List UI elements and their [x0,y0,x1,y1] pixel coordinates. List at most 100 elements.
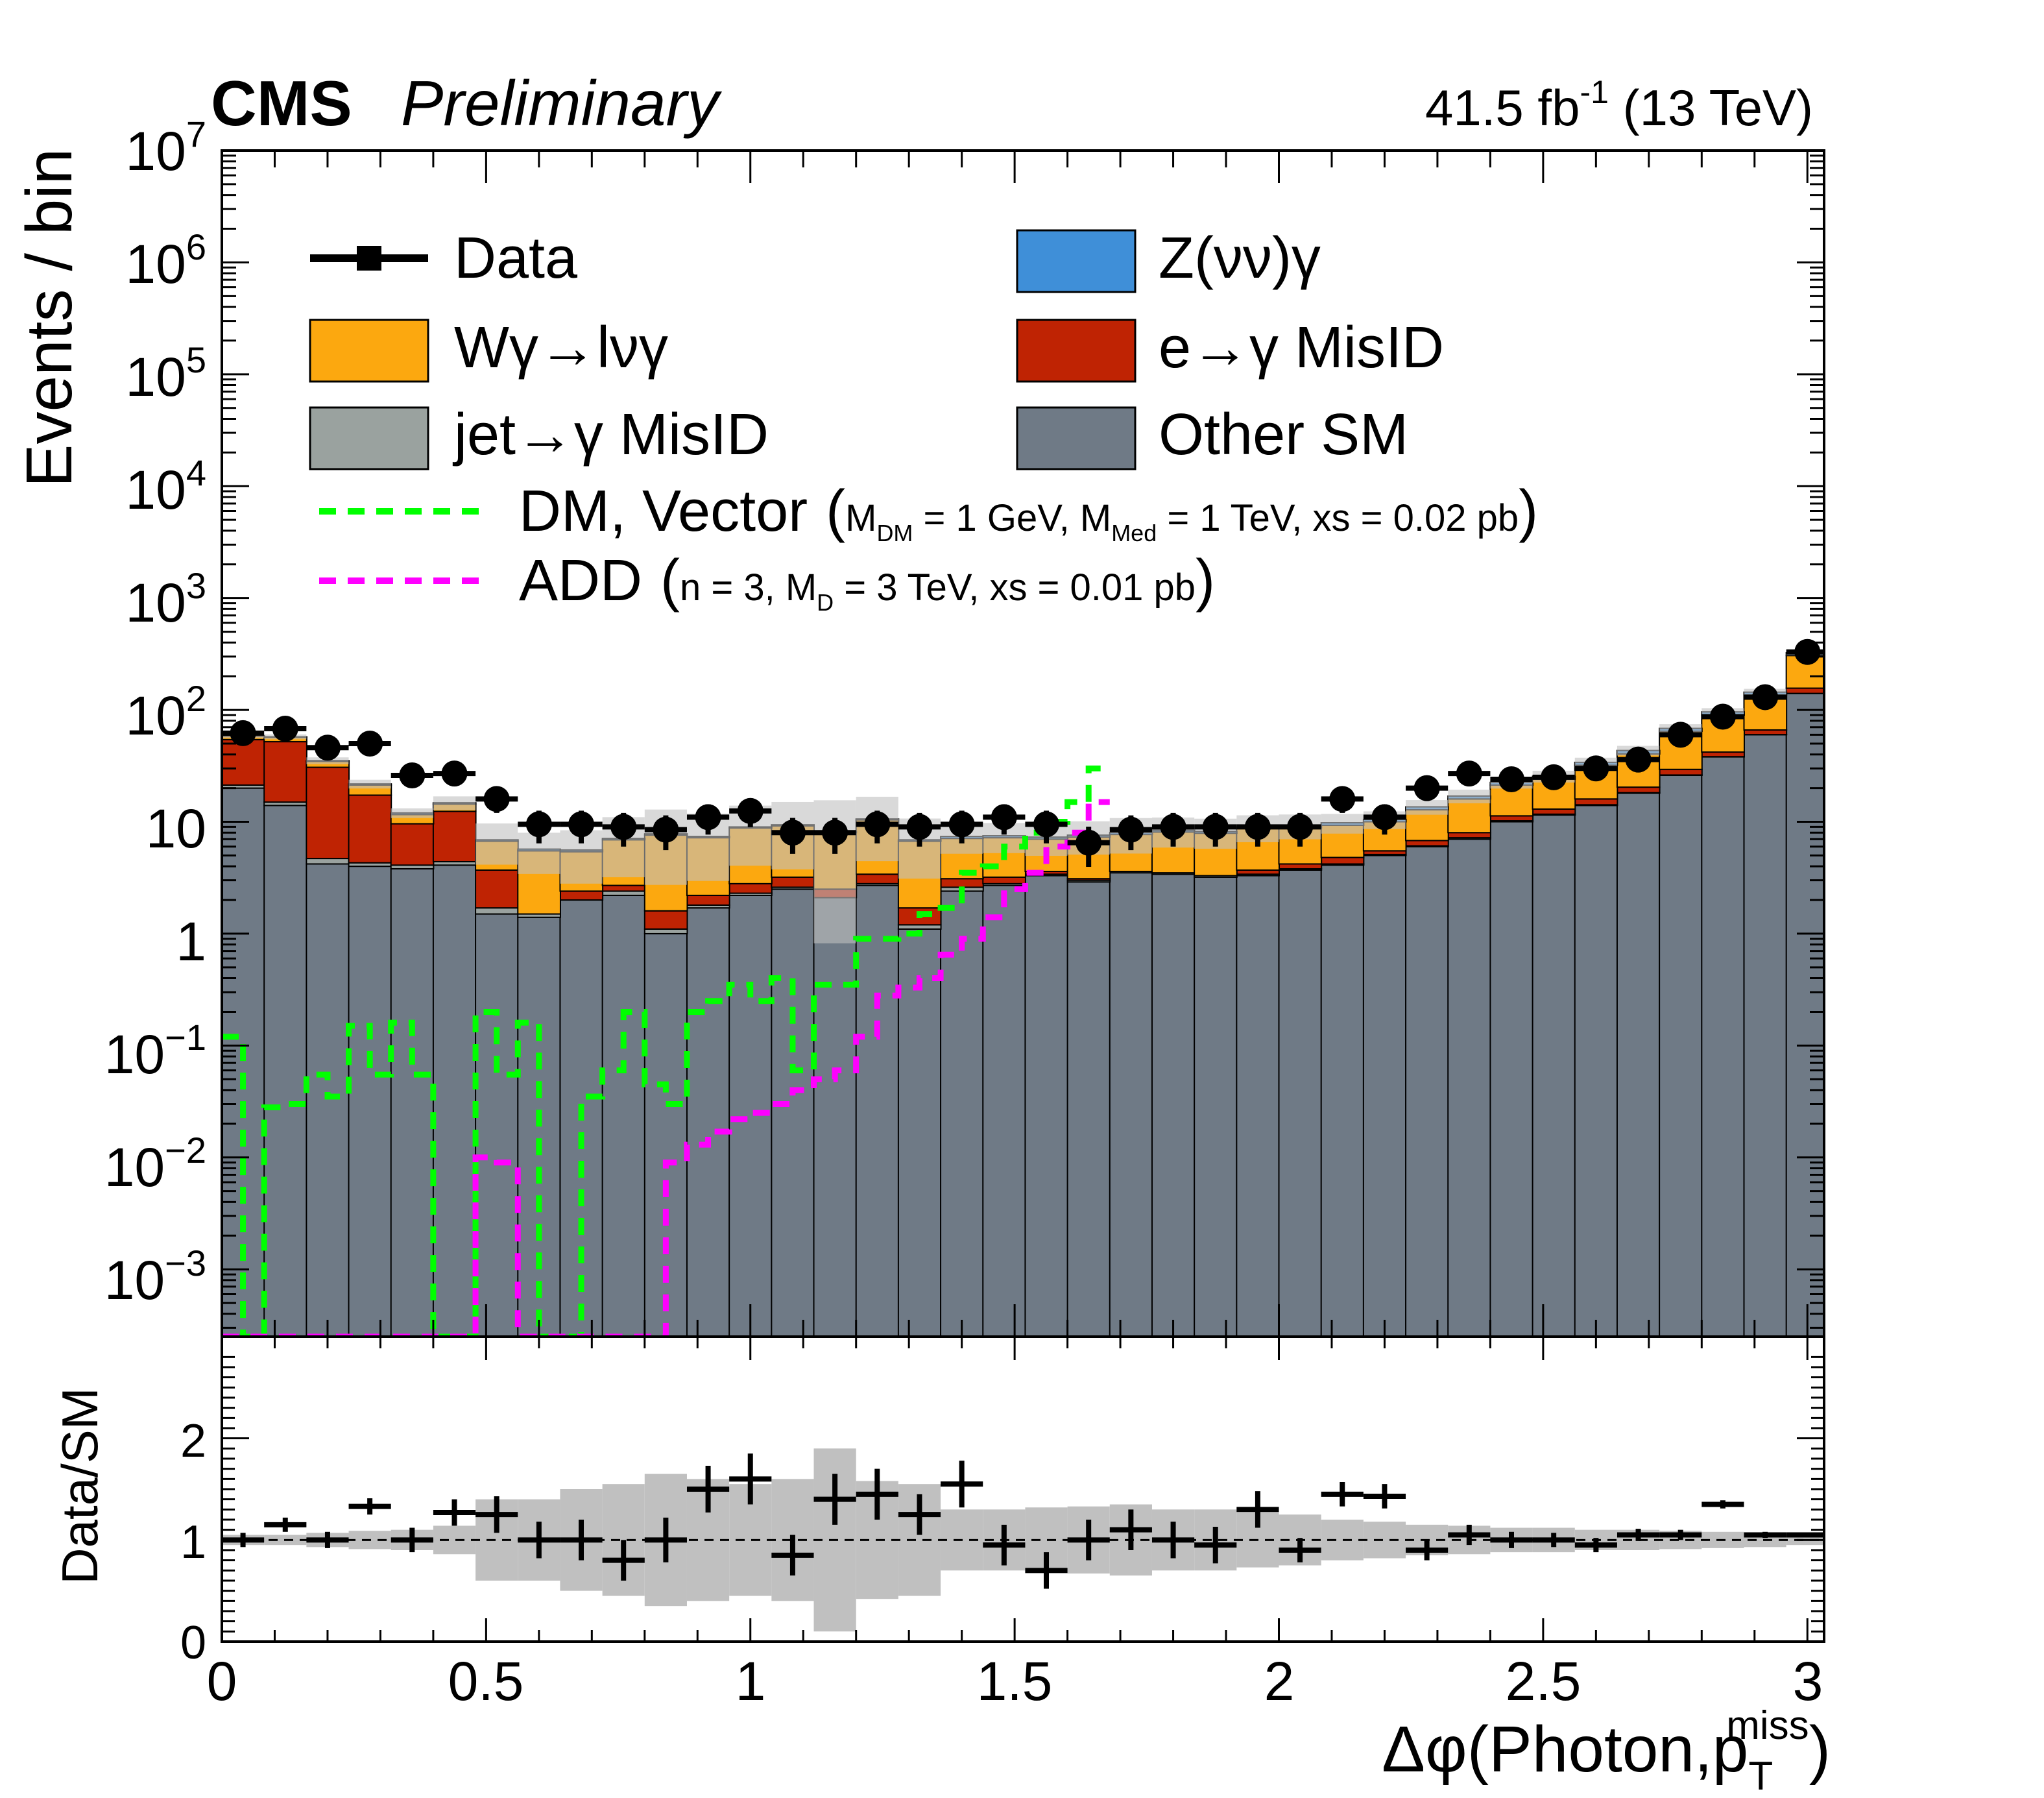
x-axis-title-main: Δφ(Photon,p [1382,1713,1748,1786]
y-tick-label-1e4: 104 [125,452,206,520]
data-point-28 [1413,775,1440,801]
bar-other-30 [1489,821,1534,1337]
data-point-21 [1118,816,1144,843]
bar-other-21 [1109,872,1153,1337]
data-point-32 [1583,755,1609,782]
bar-other-13 [771,888,815,1337]
bar-ele-29 [1447,832,1491,839]
unc-band-6 [475,823,518,865]
bar-other-26 [1320,864,1365,1337]
legend-dm-p3: = 1 TeV, xs = 0.02 pb [1157,497,1519,539]
bar-other-32 [1574,805,1618,1337]
legend-zvv-label: Z(νν)γ [1159,226,1321,291]
main-plot-area [222,638,1824,1337]
data-point-0 [230,720,256,746]
bar-ele-5 [432,810,477,862]
bar-other-28 [1405,845,1449,1337]
ratio-y-tick-label-0: 0 [180,1617,206,1669]
y-tick-label-1em1: 10−1 [104,1017,206,1085]
x-tick-label-0: 0 [207,1651,237,1712]
bar-other-2 [306,863,350,1337]
bar-ele-6 [475,869,519,909]
bar-ele-1 [263,741,307,803]
y-tick-label-10: 10 [146,798,206,859]
lumi-exponent: -1 [1580,74,1608,110]
bar-other-25 [1278,869,1323,1337]
x-axis-title-close: ) [1809,1713,1831,1786]
bar-other-18 [982,884,1026,1337]
ratio-unc-band-5 [433,1525,476,1555]
legend-wg-swatch [309,319,429,383]
bar-ele-4 [390,823,435,866]
bar-ele-37 [1785,687,1824,694]
legend-wg-label: Wγ→lνγ [454,315,668,380]
legend-dm-p1: M [845,497,876,539]
data-point-6 [483,786,510,812]
bar-ele-17 [940,878,984,888]
y-tick-label-1e6: 106 [125,226,206,295]
data-point-2 [314,735,341,761]
bar-other-37 [1785,692,1824,1337]
bar-ele-13 [771,876,815,888]
bar-ele-2 [306,766,350,860]
bar-other-5 [432,864,477,1337]
bar-other-11 [686,907,730,1337]
preliminary-label: Preliminary [401,67,722,139]
legend-dm-main: DM, Vector [519,479,808,544]
data-point-23 [1202,814,1229,840]
data-point-9 [610,814,637,840]
data-point-8 [568,811,595,838]
legend-jet-label: jet→γ MisID [452,402,769,467]
data-point-10 [653,816,679,843]
legend-other-label: Other SM [1159,402,1408,467]
legend-dm-label: DM, Vector (MDM = 1 GeV, MMed = 1 TeV, xs… [519,479,1538,546]
bar-other-35 [1701,756,1745,1337]
bar-other-29 [1447,838,1491,1337]
bar-other-34 [1659,774,1703,1337]
data-point-14 [822,820,848,846]
unc-band-3 [348,779,391,789]
ratio-y-tick-label-1: 1 [180,1516,206,1568]
data-point-27 [1371,804,1398,831]
data-point-16 [906,814,933,840]
data-point-5 [441,760,468,787]
bar-ele-31 [1532,808,1576,815]
bar-ele-35 [1701,751,1745,758]
bar-ele-15 [855,873,900,884]
x-tick-label-0.5: 0.5 [448,1651,524,1712]
ratio-y-tick-label-2: 2 [180,1415,206,1467]
bar-other-31 [1532,814,1576,1337]
main-y-tick-labels: 107 106 105 104 103 102 10 1 10−1 10−2 1… [104,114,206,1311]
legend-entry-add: ADD (n = 3, MD = 3 TeV, xs = 0.01 pb) [319,548,1215,616]
data-point-15 [864,811,891,838]
data-point-33 [1625,746,1652,773]
legend-entry-other: Other SM [1016,402,1408,470]
data-point-13 [779,820,806,846]
bar-other-6 [475,913,519,1337]
data-point-4 [399,762,426,788]
legend-ele-label: e→γ MisID [1159,315,1444,380]
bar-ele-9 [601,884,646,892]
legend-add-p2: = 3 TeV, xs = 0.01 pb [834,566,1196,609]
bar-other-19 [1024,875,1069,1337]
bar-other-4 [390,868,435,1337]
unc-band-4 [391,808,433,818]
legend-data-marker [357,246,381,271]
legend-entry-data: Data [310,226,578,291]
data-point-25 [1287,814,1314,840]
data-point-26 [1329,786,1356,812]
legend-add-close: ) [1196,548,1215,613]
data-point-12 [737,797,763,824]
legend: Data Z(νν)γ Wγ→lνγ e→γ MisID jet→γ MisID… [309,226,1538,616]
legend-dm-close: ) [1519,479,1538,544]
bar-other-22 [1151,873,1196,1337]
legend-dm-p2: = 1 GeV, M [913,497,1111,539]
bar-other-23 [1194,876,1238,1337]
bar-ele-26 [1320,856,1365,865]
ratio-frame [221,1335,1825,1643]
lumi-suffix: (13 TeV) [1609,79,1813,136]
bar-ele-3 [348,794,392,864]
unc-band-26 [1321,814,1364,834]
y-tick-label-1: 1 [176,911,206,972]
